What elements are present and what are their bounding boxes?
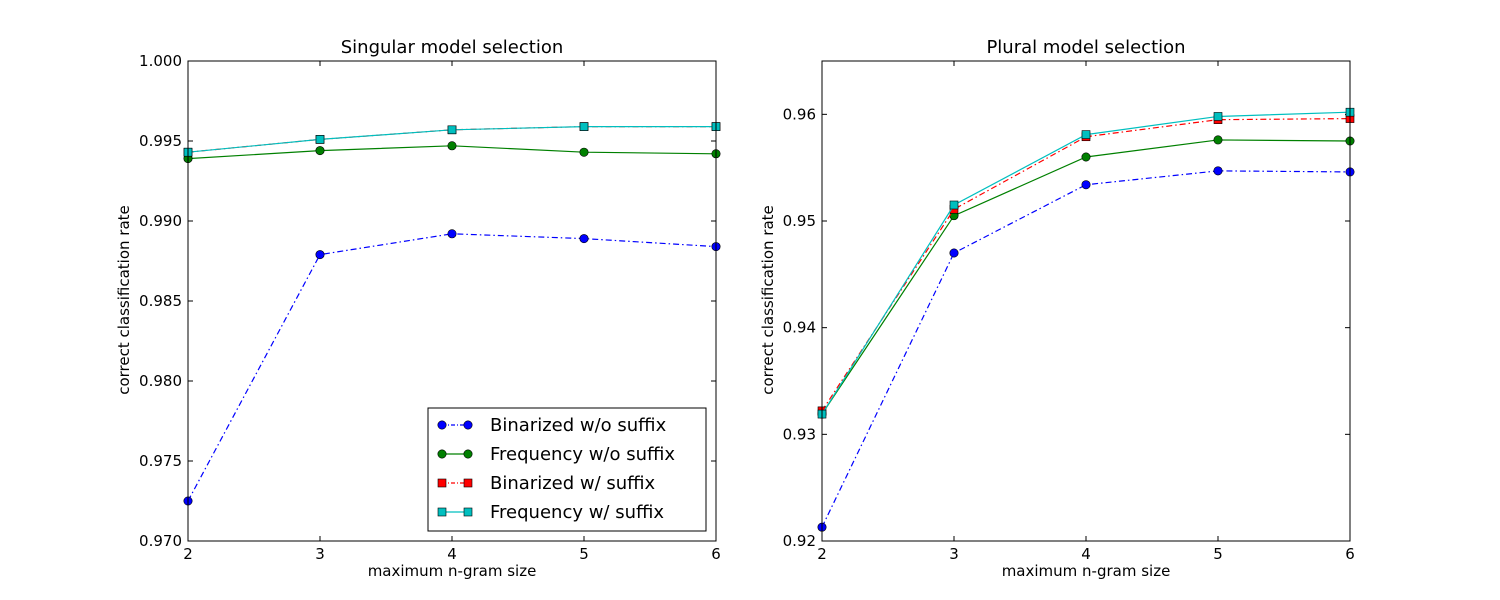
legend-marker bbox=[437, 478, 447, 488]
series-frequency-w-o-suffix bbox=[817, 135, 1355, 419]
data-point bbox=[1081, 152, 1091, 162]
legend-marker bbox=[463, 449, 473, 459]
data-point bbox=[579, 122, 589, 131]
x-axis-label: maximum n-gram size bbox=[368, 562, 537, 580]
legend-label: Frequency w/ suffix bbox=[490, 502, 664, 523]
legend-marker bbox=[463, 420, 473, 430]
series-layer bbox=[183, 122, 721, 506]
data-point bbox=[949, 200, 959, 210]
plot-frame bbox=[187, 60, 717, 542]
legend-label: Binarized w/o suffix bbox=[490, 415, 667, 436]
chart-title: Singular model selection bbox=[341, 37, 564, 58]
y-tick-label: 0.93 bbox=[783, 425, 816, 443]
data-point bbox=[447, 141, 457, 151]
data-point bbox=[1081, 130, 1091, 139]
chart-title: Plural model selection bbox=[986, 37, 1185, 58]
plot-frame bbox=[821, 60, 1351, 542]
legend-marker bbox=[463, 478, 473, 488]
y-tick-label: 0.95 bbox=[783, 212, 816, 230]
x-tick-label: 6 bbox=[1345, 545, 1355, 563]
data-point bbox=[447, 229, 457, 239]
x-tick-label: 5 bbox=[1213, 545, 1223, 563]
legend-label: Frequency w/o suffix bbox=[490, 444, 675, 465]
data-point bbox=[447, 125, 457, 135]
x-tick-label: 2 bbox=[183, 545, 193, 563]
ticks: 2 3 4 5 6 0.970 0.975 0.980 0.985 0.990 0.995 1.000 bbox=[139, 52, 721, 563]
x-tick-label: 4 bbox=[447, 545, 457, 563]
x-tick-label: 2 bbox=[817, 545, 827, 563]
chart-plural: Plural model selection maximum n-gram si… bbox=[759, 37, 1355, 580]
y-tick-label: 0.94 bbox=[783, 319, 816, 337]
y-axis-label: correct classification rate bbox=[115, 205, 133, 395]
series-frequency-w-o-suffix bbox=[183, 141, 721, 164]
legend-box bbox=[427, 407, 707, 532]
series-frequency-w-suffix bbox=[183, 122, 721, 157]
data-point bbox=[315, 146, 325, 156]
series-binarized-w-o-suffix bbox=[817, 166, 1355, 532]
y-tick-label: 0.96 bbox=[783, 105, 816, 123]
x-tick-label: 6 bbox=[711, 545, 721, 563]
y-tick-label: 1.000 bbox=[139, 52, 182, 70]
data-point bbox=[1213, 112, 1223, 121]
y-tick-label: 0.995 bbox=[139, 132, 182, 150]
series-frequency-w-suffix bbox=[817, 107, 1355, 419]
legend-marker bbox=[437, 420, 447, 430]
x-tick-label: 4 bbox=[1081, 545, 1091, 563]
series-line bbox=[821, 118, 1351, 412]
y-axis-label: correct classification rate bbox=[759, 205, 777, 395]
data-point bbox=[1213, 166, 1223, 176]
legend-marker bbox=[437, 507, 447, 517]
x-tick-label: 3 bbox=[315, 545, 325, 563]
y-tick-label: 0.985 bbox=[139, 292, 182, 310]
data-point bbox=[1081, 180, 1091, 190]
y-tick-label: 0.990 bbox=[139, 212, 182, 230]
data-point bbox=[315, 135, 325, 144]
data-point bbox=[579, 234, 589, 244]
legend-label: Binarized w/ suffix bbox=[490, 473, 656, 494]
ticks: 2 3 4 5 6 0.92 0.93 0.94 0.95 0.96 bbox=[783, 61, 1355, 563]
series-layer bbox=[817, 107, 1355, 532]
y-tick-label: 0.975 bbox=[139, 452, 182, 470]
chart-singular: Singular model selection maximum n-gram … bbox=[115, 37, 721, 580]
x-tick-label: 5 bbox=[579, 545, 589, 563]
x-axis-label: maximum n-gram size bbox=[1002, 562, 1171, 580]
data-point bbox=[315, 250, 325, 260]
data-point bbox=[949, 248, 959, 258]
data-point bbox=[1213, 135, 1223, 145]
data-point bbox=[579, 147, 589, 157]
series-line bbox=[821, 170, 1351, 528]
y-tick-label: 0.970 bbox=[139, 532, 182, 550]
legend: Binarized w/o suffix Frequency w/o suffix… bbox=[427, 407, 707, 532]
x-tick-label: 3 bbox=[949, 545, 959, 563]
legend-marker bbox=[463, 507, 473, 517]
y-tick-label: 0.980 bbox=[139, 372, 182, 390]
y-tick-label: 0.92 bbox=[783, 532, 816, 550]
legend-marker bbox=[437, 449, 447, 459]
